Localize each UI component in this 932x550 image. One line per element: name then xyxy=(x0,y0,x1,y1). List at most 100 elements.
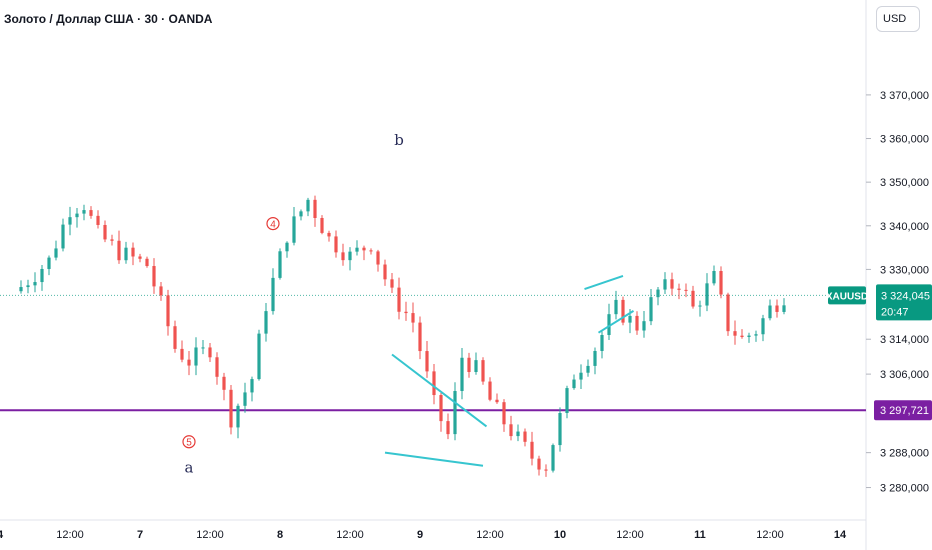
time-tick-label: 12:00 xyxy=(616,529,644,541)
time-axis: 4 12:00 7 12:00 8 12:00 9 12:00 10 12:00 11 12:00 14 xyxy=(0,529,847,541)
candle-body xyxy=(33,282,37,286)
candle-body xyxy=(544,469,548,471)
candle-body xyxy=(257,333,261,380)
candle-body xyxy=(670,279,674,289)
candle-body xyxy=(208,347,212,358)
candle-body xyxy=(663,279,667,290)
candle-body xyxy=(432,371,436,396)
candle-body xyxy=(327,232,331,237)
price-tick-label: 3 340,000 xyxy=(880,221,929,233)
time-tick-label: 4 xyxy=(0,529,4,541)
candle-body xyxy=(474,360,478,373)
candle-body xyxy=(551,445,555,471)
candle-body xyxy=(754,334,758,336)
candle-body xyxy=(362,247,366,251)
candle-body xyxy=(439,395,443,422)
candle-body xyxy=(264,311,268,334)
candle-body xyxy=(278,251,282,278)
candle-body xyxy=(747,335,751,337)
candle-body xyxy=(61,224,65,249)
candle-body xyxy=(481,360,485,382)
candle-body xyxy=(201,347,205,349)
candle-body xyxy=(166,295,170,327)
candle-body xyxy=(236,405,240,428)
candle-body xyxy=(383,264,387,280)
candle-body xyxy=(292,216,296,243)
candle-body xyxy=(586,365,590,373)
candle-body xyxy=(187,359,191,366)
price-tick-label: 3 280,000 xyxy=(880,483,929,495)
candle-body xyxy=(446,421,450,435)
candle-body xyxy=(642,321,646,331)
pattern-lines xyxy=(384,275,635,467)
candle-body xyxy=(775,305,779,312)
time-tick-label: 9 xyxy=(417,529,423,541)
price-tags: XAUUSD 3 324,045 20:47 3 297,721 xyxy=(826,284,932,421)
price-tick-label: 3 306,000 xyxy=(880,369,929,381)
candle-body xyxy=(19,287,23,292)
candle-body xyxy=(691,290,695,307)
candle-body xyxy=(418,322,422,352)
candle-body xyxy=(117,240,121,261)
time-tick-label: 8 xyxy=(277,529,283,541)
candle-body xyxy=(26,285,30,288)
candle-body xyxy=(320,217,324,233)
candle-body xyxy=(523,431,527,442)
candle-body xyxy=(733,331,737,336)
level-price-tag-bg xyxy=(874,400,932,421)
symbol-tag-label: XAUUSD xyxy=(826,291,868,302)
time-tick-label: 10 xyxy=(554,529,566,541)
candle-body xyxy=(250,379,254,393)
price-tick-label: 3 370,000 xyxy=(880,90,929,102)
currency-selector-button[interactable]: USD xyxy=(876,6,920,32)
candle-body xyxy=(558,413,562,446)
wave-label: a xyxy=(185,458,194,476)
candle-body xyxy=(306,199,310,212)
candle-body xyxy=(404,311,408,314)
candle-body xyxy=(467,357,471,373)
candle-body xyxy=(124,247,128,261)
candle-body xyxy=(488,381,492,400)
circled-wave-label: 4 xyxy=(270,220,276,231)
candle-body xyxy=(593,350,597,366)
candle-body xyxy=(369,250,373,252)
chart-grid xyxy=(0,0,867,550)
candle-body xyxy=(600,335,604,351)
candle-body xyxy=(495,399,499,403)
candle-body xyxy=(96,215,100,225)
price-tick-label: 3 314,000 xyxy=(880,334,929,346)
circled-wave-marker xyxy=(266,217,280,231)
price-tick-label: 3 288,000 xyxy=(880,448,929,460)
time-tick-label: 12:00 xyxy=(476,529,504,541)
candle-body xyxy=(103,224,107,240)
candle-body xyxy=(453,391,457,435)
candle-body xyxy=(768,305,772,319)
candle-body xyxy=(565,388,569,414)
candle-body xyxy=(502,402,506,425)
candle-body xyxy=(740,335,744,337)
candle-body xyxy=(40,268,44,283)
candle-body xyxy=(509,424,513,437)
candle-body xyxy=(537,458,541,470)
candle-body xyxy=(614,299,618,315)
candle-body xyxy=(110,239,114,241)
current-price-tag: XAUUSD 3 324,045 20:47 xyxy=(826,284,932,321)
candle-body xyxy=(726,294,730,332)
candle-body xyxy=(425,351,429,372)
candle-body xyxy=(621,299,625,323)
candle-body xyxy=(649,297,653,322)
candle-body xyxy=(628,315,632,323)
candle-body xyxy=(761,318,765,335)
circled-wave-label: 5 xyxy=(186,438,192,449)
candle-body xyxy=(390,279,394,288)
candle-body xyxy=(299,211,303,217)
price-tick-label: 3 350,000 xyxy=(880,177,929,189)
candle-body xyxy=(355,247,359,252)
time-tick-label: 12:00 xyxy=(756,529,784,541)
candle-body xyxy=(607,314,611,336)
symbol-tag-bg xyxy=(828,286,866,305)
candle-body xyxy=(194,347,198,366)
candle-body xyxy=(719,270,723,295)
candle-body xyxy=(376,251,380,265)
